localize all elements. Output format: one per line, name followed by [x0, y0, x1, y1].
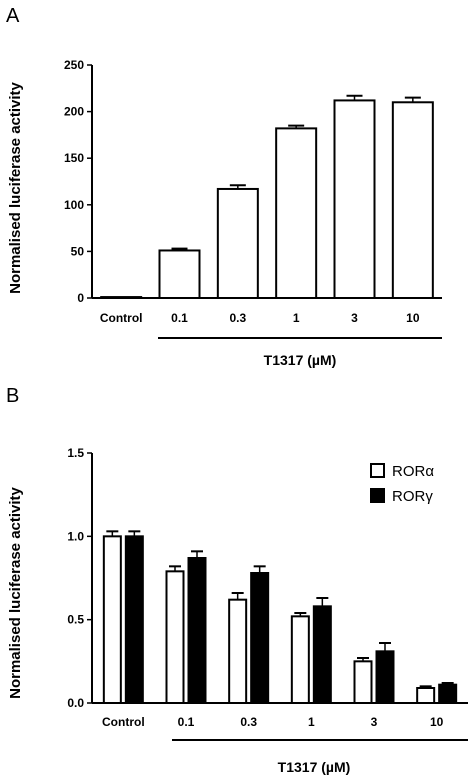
- legend-label-ror-alpha: RORα: [392, 463, 434, 480]
- axes-b: [91, 453, 468, 704]
- y-tick-label: 0.5: [67, 613, 84, 627]
- y-ticks-a: 0 50 100 150 200 250: [64, 58, 92, 305]
- x-ticks-a: Control 0.1 0.3 1 3 10: [100, 311, 420, 325]
- bar: [158, 249, 201, 300]
- y-tick-label: 0: [77, 291, 84, 305]
- y-ticks-b: 0.0 0.5 1.0 1.5: [67, 446, 92, 710]
- y-tick-label: 250: [64, 58, 84, 72]
- bar: [416, 687, 436, 704]
- bar: [375, 650, 395, 704]
- legend-label-ror-gamma: RORγ: [392, 488, 433, 505]
- bar: [165, 570, 185, 704]
- bar: [290, 615, 310, 704]
- x-tick-label: 1: [308, 715, 315, 729]
- y-axis-label-b: Normalised luciferase activity: [7, 486, 24, 698]
- bar: [312, 605, 332, 704]
- bar: [353, 660, 373, 704]
- x-tick-label: 10: [430, 715, 444, 729]
- y-tick-label: 200: [64, 105, 84, 119]
- axes-a: [91, 65, 442, 299]
- x-tick-label: 3: [351, 311, 358, 325]
- y-tick-label: 1.5: [67, 446, 84, 460]
- chart-panel-a: A Normalised luciferase activity 0 50 100 1…: [6, 5, 442, 368]
- x-tick-label: 0.3: [240, 715, 257, 729]
- y-tick-label: 150: [64, 151, 84, 165]
- y-axis-label-a: Normalised luciferase activity: [7, 81, 24, 293]
- legend-b: RORα RORγ: [370, 463, 434, 505]
- x-tick-label: 3: [371, 715, 378, 729]
- x-tick-label: 0.3: [229, 311, 246, 325]
- bars-b: [102, 530, 458, 705]
- x-tick-label: Control: [100, 311, 143, 325]
- x-axis-label-a: T1317 (µM): [264, 352, 337, 368]
- chart-panel-b: B Normalised luciferase activity 0.0 0.5 1…: [6, 385, 468, 775]
- legend-swatch-ror-alpha: [370, 463, 385, 478]
- panel-letter-b: B: [6, 385, 19, 407]
- bar: [100, 296, 143, 299]
- x-ticks-b: Control 0.1 0.3 1 3 10: [102, 715, 444, 729]
- bar: [250, 572, 270, 704]
- legend-swatch-ror-gamma: [370, 488, 385, 503]
- y-tick-label: 1.0: [67, 529, 84, 543]
- bar: [102, 535, 122, 704]
- bar: [187, 557, 207, 704]
- y-tick-label: 50: [71, 244, 85, 258]
- bar: [228, 598, 248, 705]
- x-tick-label: 10: [406, 311, 420, 325]
- y-tick-label: 0.0: [67, 696, 84, 710]
- bar: [391, 101, 434, 299]
- x-tick-label: 0.1: [178, 715, 195, 729]
- panel-letter-a: A: [6, 5, 20, 27]
- x-tick-label: Control: [102, 715, 145, 729]
- x-axis-label-b: T1317 (µM): [278, 759, 351, 775]
- x-tick-label: 1: [293, 311, 300, 325]
- bars-a: [100, 94, 434, 300]
- x-tick-label: 0.1: [171, 311, 188, 325]
- bar: [275, 127, 318, 299]
- bar: [438, 683, 458, 705]
- bar: [124, 535, 144, 704]
- bar: [216, 187, 259, 299]
- bar: [333, 99, 376, 299]
- y-tick-label: 100: [64, 198, 84, 212]
